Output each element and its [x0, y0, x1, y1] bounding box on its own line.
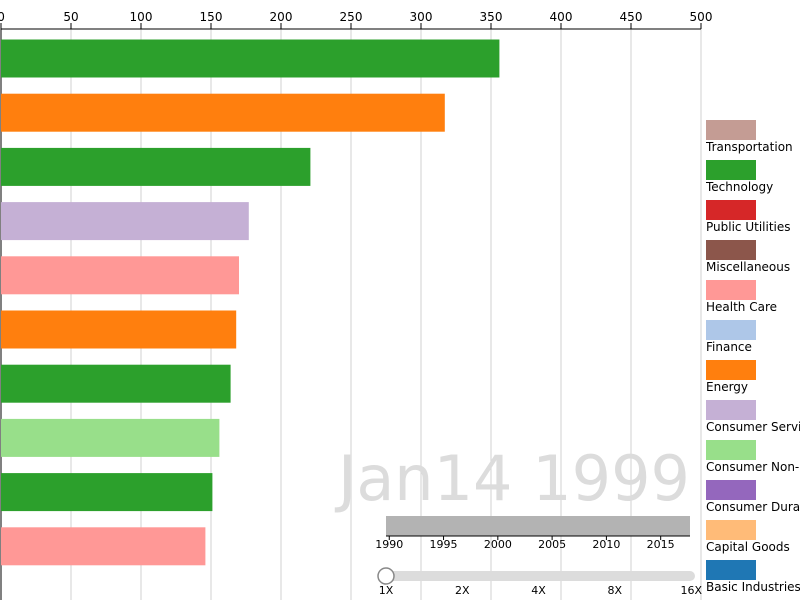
- legend-item: Consumer Non-Durables: [706, 440, 800, 480]
- x-tick-label: 150: [200, 10, 223, 24]
- bar: [1, 202, 249, 241]
- legend-label: Health Care: [706, 300, 778, 314]
- speed-tick-label: 2X: [455, 584, 470, 597]
- legend: Transportation Technology Public Utilities…: [706, 120, 800, 600]
- legend-swatch: [706, 280, 756, 300]
- x-tick-label: 350: [480, 10, 503, 24]
- legend-swatch: [706, 240, 756, 260]
- x-tick-label: 200: [270, 10, 293, 24]
- speed-tick-label: 16X: [680, 584, 702, 597]
- bar: [1, 364, 231, 403]
- x-tick-label: 500: [690, 10, 713, 24]
- legend-item: Health Care: [706, 280, 800, 320]
- legend-item: Finance: [706, 320, 800, 360]
- bar: [1, 527, 206, 566]
- date-label: Jan14 1999: [334, 442, 690, 515]
- speed-tick-label: 1X: [379, 584, 394, 597]
- x-tick-label: 100: [130, 10, 153, 24]
- timeline-brush[interactable]: 1990 1995 2000 2005 2010 2015: [375, 516, 690, 551]
- bar: [1, 256, 239, 295]
- legend-label: Capital Goods: [706, 540, 790, 554]
- legend-item: Consumer Durables: [706, 480, 800, 520]
- legend-swatch: [706, 200, 756, 220]
- x-tick-label: 400: [550, 10, 573, 24]
- legend-label: Consumer Non-Durables: [706, 460, 800, 474]
- bar: [1, 147, 311, 186]
- speed-slider[interactable]: 1X 2X 4X 8X 16X: [377, 567, 702, 597]
- x-tick-label: 250: [340, 10, 363, 24]
- timeline-tick-label: 1990: [375, 538, 403, 551]
- bars: [1, 39, 500, 566]
- legend-swatch: [706, 160, 756, 180]
- legend-item: Public Utilities: [706, 200, 800, 240]
- timeline-tick-label: 1995: [430, 538, 458, 551]
- legend-item: Energy: [706, 360, 800, 400]
- timeline-brush-selection[interactable]: [386, 516, 690, 536]
- bar: [1, 310, 237, 349]
- legend-item: Basic Industries: [706, 560, 800, 600]
- legend-label: Consumer Services: [706, 420, 800, 434]
- legend-item: Transportation: [706, 120, 800, 160]
- x-tick-label: 50: [63, 10, 78, 24]
- legend-label: Energy: [706, 380, 749, 394]
- x-tick-label: 450: [620, 10, 643, 24]
- legend-label: Miscellaneous: [706, 260, 791, 274]
- x-tick-label: 300: [410, 10, 433, 24]
- legend-item: Capital Goods: [706, 520, 800, 560]
- legend-item: Miscellaneous: [706, 240, 800, 280]
- timeline-tick-label: 2010: [592, 538, 620, 551]
- speed-tick-label: 4X: [531, 584, 546, 597]
- timeline-tick-label: 2005: [538, 538, 566, 551]
- legend-label: Consumer Durables: [706, 500, 800, 514]
- speed-handle[interactable]: [377, 567, 395, 585]
- legend-swatch: [706, 560, 756, 580]
- legend-swatch: [706, 320, 756, 340]
- legend-swatch: [706, 360, 756, 380]
- x-tick-label: 0: [0, 10, 5, 24]
- legend-label: Public Utilities: [706, 220, 791, 234]
- legend-label: Technology: [706, 180, 774, 194]
- legend-label: Basic Industries: [706, 580, 800, 594]
- speed-tick-label: 8X: [607, 584, 622, 597]
- bar: [1, 93, 445, 132]
- legend-swatch: [706, 120, 756, 140]
- legend-swatch: [706, 480, 756, 500]
- legend-label: Transportation: [706, 140, 793, 154]
- legend-label: Finance: [706, 340, 752, 354]
- legend-item: Consumer Services: [706, 400, 800, 440]
- bar: [1, 39, 500, 78]
- bar: [1, 473, 213, 512]
- legend-swatch: [706, 400, 756, 420]
- timeline-tick-label: 2015: [647, 538, 675, 551]
- timeline-tick-label: 2000: [484, 538, 512, 551]
- bar: [1, 418, 220, 457]
- legend-swatch: [706, 440, 756, 460]
- legend-swatch: [706, 520, 756, 540]
- legend-item: Technology: [706, 160, 800, 200]
